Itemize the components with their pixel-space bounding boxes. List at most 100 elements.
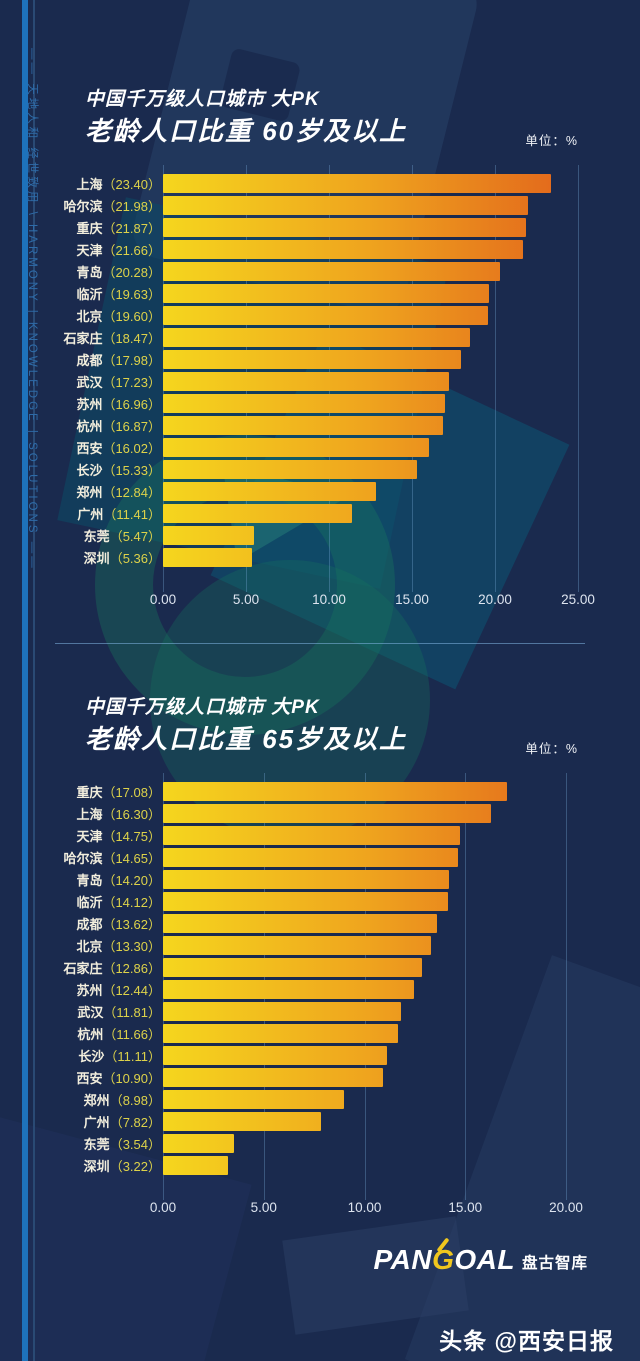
chart-title-line1: 中国千万级人口城市 大PK — [85, 89, 320, 110]
bar-row: 石家庄（18.47） — [55, 326, 578, 348]
city-name: 广州 — [83, 1114, 110, 1130]
bar — [163, 173, 552, 193]
bar — [163, 891, 448, 911]
city-value: （12.84） — [102, 484, 161, 500]
bar-row: 重庆（21.87） — [55, 216, 578, 238]
logo-text-pan: PAN — [373, 1244, 433, 1275]
city-value: （16.87） — [102, 418, 161, 434]
city-label: 武汉（11.81） — [55, 1002, 163, 1021]
plot-area: 重庆（17.08） 上海（16.30） 天津（14.75） 哈尔滨（14.65） 青岛（… — [55, 773, 583, 1225]
bar — [163, 195, 528, 215]
bar — [163, 847, 459, 867]
bar-row: 天津（14.75） — [55, 824, 578, 846]
bar-row: 东莞（3.54） — [55, 1132, 578, 1154]
city-name: 郑州 — [76, 484, 103, 500]
bar-track — [163, 1133, 566, 1153]
bar-row: 青岛（20.28） — [55, 260, 578, 282]
bar-row: 苏州（12.44） — [55, 978, 578, 1000]
axis-tick-label: 10.00 — [312, 592, 346, 607]
bar-row: 重庆（17.08） — [55, 780, 578, 802]
chart-title-line2: 老龄人口比重 65岁及以上 — [85, 724, 408, 754]
axis-tick-label: 5.00 — [250, 1200, 277, 1215]
city-label: 广州（11.41） — [55, 504, 163, 523]
city-label: 长沙（11.11） — [55, 1046, 163, 1065]
city-name: 深圳 — [83, 1158, 110, 1174]
bar — [163, 1001, 401, 1021]
bar — [163, 261, 500, 281]
city-value: （20.28） — [102, 264, 161, 280]
city-label: 青岛（14.20） — [55, 870, 163, 889]
city-value: （19.63） — [102, 286, 161, 302]
city-label: 北京（19.60） — [55, 306, 163, 325]
bar-row: 深圳（5.36） — [55, 546, 578, 568]
city-label: 郑州（12.84） — [55, 482, 163, 501]
bar — [163, 371, 450, 391]
bar-track — [163, 327, 578, 347]
city-value: （7.82） — [109, 1114, 161, 1130]
city-name: 临沂 — [76, 286, 103, 302]
bar — [163, 803, 492, 823]
bar-row: 郑州（8.98） — [55, 1088, 578, 1110]
city-name: 西安 — [76, 440, 103, 456]
city-name: 北京 — [76, 308, 103, 324]
bar-track — [163, 371, 578, 391]
left-rail-line-thin — [33, 0, 35, 1361]
city-label: 西安（10.90） — [55, 1068, 163, 1087]
bar-track — [163, 195, 578, 215]
gridline — [578, 165, 579, 592]
city-label: 成都（13.62） — [55, 914, 163, 933]
city-value: （21.66） — [102, 242, 161, 258]
city-label: 郑州（8.98） — [55, 1090, 163, 1109]
city-value: （21.98） — [102, 198, 161, 214]
city-value: （16.30） — [102, 806, 161, 822]
bar-row: 武汉（17.23） — [55, 370, 578, 392]
city-name: 哈尔滨 — [63, 198, 103, 214]
bar — [163, 327, 470, 347]
pangoal-logo: PAN G OAL 盘古智库 — [373, 1237, 588, 1275]
gridline — [465, 773, 467, 1200]
axis-tick-label: 15.00 — [448, 1200, 483, 1215]
city-name: 哈尔滨 — [63, 850, 103, 866]
axis-tick-label: 5.00 — [232, 592, 260, 607]
city-value: （5.47） — [109, 528, 161, 544]
axis-tick-label: 20.00 — [549, 1200, 583, 1215]
city-name: 上海 — [76, 176, 103, 192]
bar — [163, 1111, 321, 1131]
city-value: （14.12） — [102, 894, 161, 910]
city-value: （15.33） — [102, 462, 161, 478]
city-name: 重庆 — [76, 220, 103, 236]
gridline — [566, 773, 567, 1200]
bar-row: 长沙（11.11） — [55, 1044, 578, 1066]
bar-row: 石家庄（12.86） — [55, 956, 578, 978]
bar-track — [163, 349, 578, 369]
chart-title-line1: 中国千万级人口城市 大PK — [85, 697, 320, 718]
bar — [163, 305, 489, 325]
bar — [163, 825, 461, 845]
city-name: 临沂 — [76, 894, 103, 910]
city-name: 深圳 — [83, 550, 110, 566]
city-value: （17.08） — [102, 784, 161, 800]
city-name: 杭州 — [76, 418, 103, 434]
city-label: 武汉（17.23） — [55, 372, 163, 391]
bar — [163, 869, 450, 889]
city-label: 石家庄（18.47） — [55, 328, 163, 347]
bar-track — [163, 1155, 566, 1175]
bar-row: 临沂（14.12） — [55, 890, 578, 912]
bar-track — [163, 1001, 566, 1021]
axis-tick-label: 20.00 — [478, 592, 512, 607]
axis-tick-label: 15.00 — [395, 592, 429, 607]
city-name: 石家庄 — [63, 330, 103, 346]
city-label: 东莞（3.54） — [55, 1134, 163, 1153]
bar — [163, 283, 489, 303]
bar-track — [163, 437, 578, 457]
city-name: 长沙 — [78, 1048, 105, 1064]
unit-label: 单位：% — [525, 742, 578, 756]
city-name: 天津 — [76, 242, 103, 258]
bar-track — [163, 979, 566, 999]
bar-track — [163, 305, 578, 325]
city-label: 上海（23.40） — [55, 174, 163, 193]
bar — [163, 1067, 383, 1087]
bar-track — [163, 283, 578, 303]
city-name: 广州 — [77, 506, 104, 522]
